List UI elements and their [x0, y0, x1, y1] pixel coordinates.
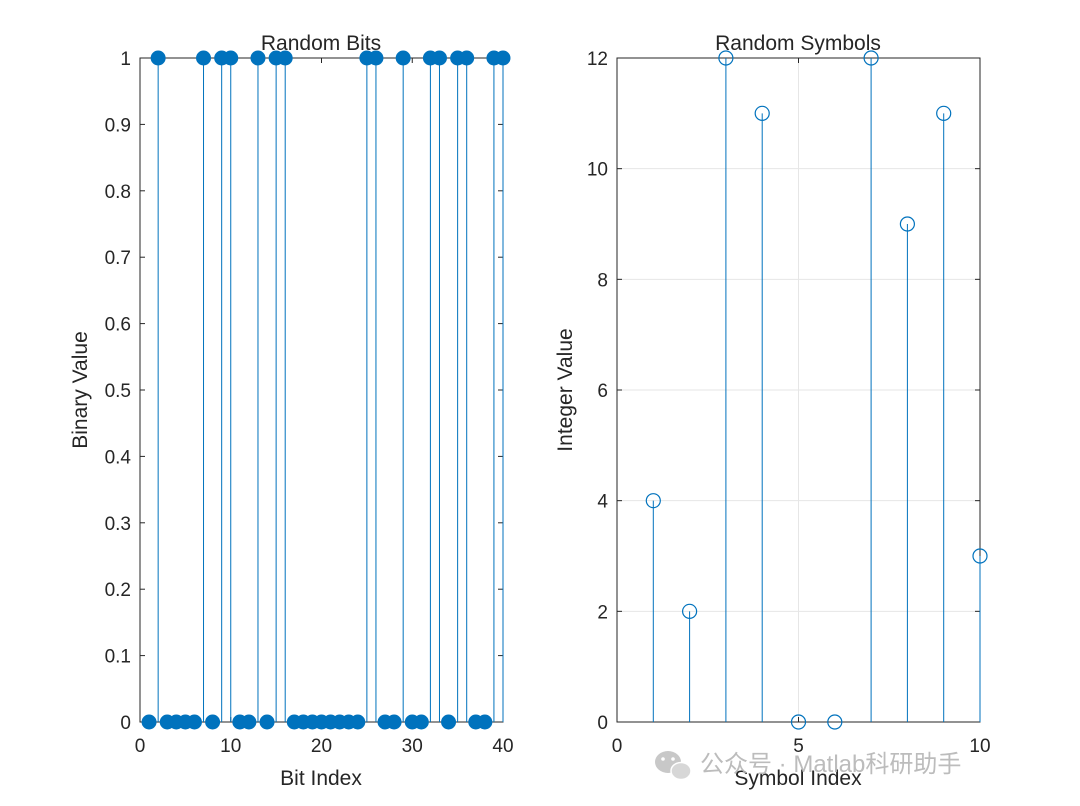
y-tick-label: 0 — [597, 713, 608, 734]
y-tick-label: 8 — [597, 270, 608, 291]
y-tick-label: 0.9 — [105, 115, 131, 136]
y-axis-label: Binary Value — [69, 331, 92, 449]
y-tick-label: 12 — [587, 49, 608, 70]
y-tick-label: 4 — [597, 492, 608, 513]
x-axis-label: Bit Index — [280, 767, 362, 790]
bit-marker — [413, 714, 429, 730]
bit-marker — [205, 714, 221, 730]
y-axis-label: Integer Value — [554, 328, 577, 451]
axes-box — [139, 57, 504, 723]
bit-marker — [495, 50, 511, 66]
symbol-marker — [936, 105, 952, 121]
bit-marker — [395, 50, 411, 66]
y-tick-label: 0 — [120, 713, 131, 734]
symbol-marker — [754, 105, 770, 121]
symbol-marker — [827, 714, 843, 730]
bit-marker — [141, 714, 157, 730]
y-tick-label: 10 — [587, 160, 608, 181]
x-tick-label: 10 — [969, 736, 990, 757]
x-tick-label: 20 — [311, 736, 332, 757]
symbol-marker — [681, 603, 698, 619]
watermark-text: 公众号 · Matlab科研助手 — [700, 751, 961, 778]
y-tick-label: 0.5 — [105, 381, 131, 402]
x-tick-label: 40 — [492, 736, 513, 757]
chart-title: Random Bits — [261, 32, 381, 55]
x-axis-label: Symbol Index — [734, 767, 862, 790]
bit-marker — [459, 50, 475, 66]
chart-random-symbols: Symbol Index Integer Value 0 5 10 0 2 4 6 8 10 12… — [554, 32, 991, 790]
bit-marker — [277, 50, 293, 66]
x-tick-label: 0 — [135, 736, 146, 757]
bit-marker — [223, 50, 239, 66]
y-tick-label: 0.8 — [105, 182, 131, 203]
bit-marker — [431, 50, 447, 66]
y-tick-label: 0.3 — [105, 514, 131, 535]
bit-marker — [386, 714, 402, 730]
bit-marker — [259, 714, 275, 730]
chart-random-bits: Bit Index Binary Value 0 10 20 30 40 0 0.1 0.2 0… — [69, 32, 514, 790]
bit-marker — [477, 714, 493, 730]
symbol-marker — [790, 714, 807, 730]
symbol-marker — [899, 216, 916, 232]
y-tick-label: 0.7 — [105, 248, 131, 269]
bit-marker — [441, 714, 457, 730]
y-tick-label: 1 — [120, 49, 131, 70]
x-tick-label: 30 — [402, 736, 423, 757]
chart-title: Random Symbols — [715, 32, 881, 55]
y-tick-label: 0.4 — [105, 447, 132, 468]
bit-marker — [368, 50, 384, 66]
x-tick-label: 5 — [793, 736, 804, 757]
bit-marker — [186, 714, 202, 730]
bit-marker — [241, 714, 257, 730]
symbol-marker — [718, 50, 734, 66]
x-tick-label: 10 — [220, 736, 241, 757]
bit-marker — [250, 50, 266, 66]
y-tick-label: 6 — [597, 381, 608, 402]
watermark: 公众号 · Matlab科研助手 — [655, 751, 961, 781]
y-tick-label: 2 — [597, 602, 608, 623]
symbol-marker — [863, 50, 879, 66]
bit-marker — [350, 714, 366, 730]
y-tick-label: 0.2 — [105, 580, 131, 601]
symbol-marker — [645, 493, 661, 509]
y-tick-label: 0.6 — [105, 315, 131, 336]
symbol-marker — [972, 548, 988, 564]
bit-marker — [196, 50, 212, 66]
y-tick-label: 0.1 — [105, 647, 131, 668]
x-tick-label: 0 — [612, 736, 623, 757]
bit-marker — [150, 50, 166, 66]
wechat-icon — [655, 751, 692, 781]
